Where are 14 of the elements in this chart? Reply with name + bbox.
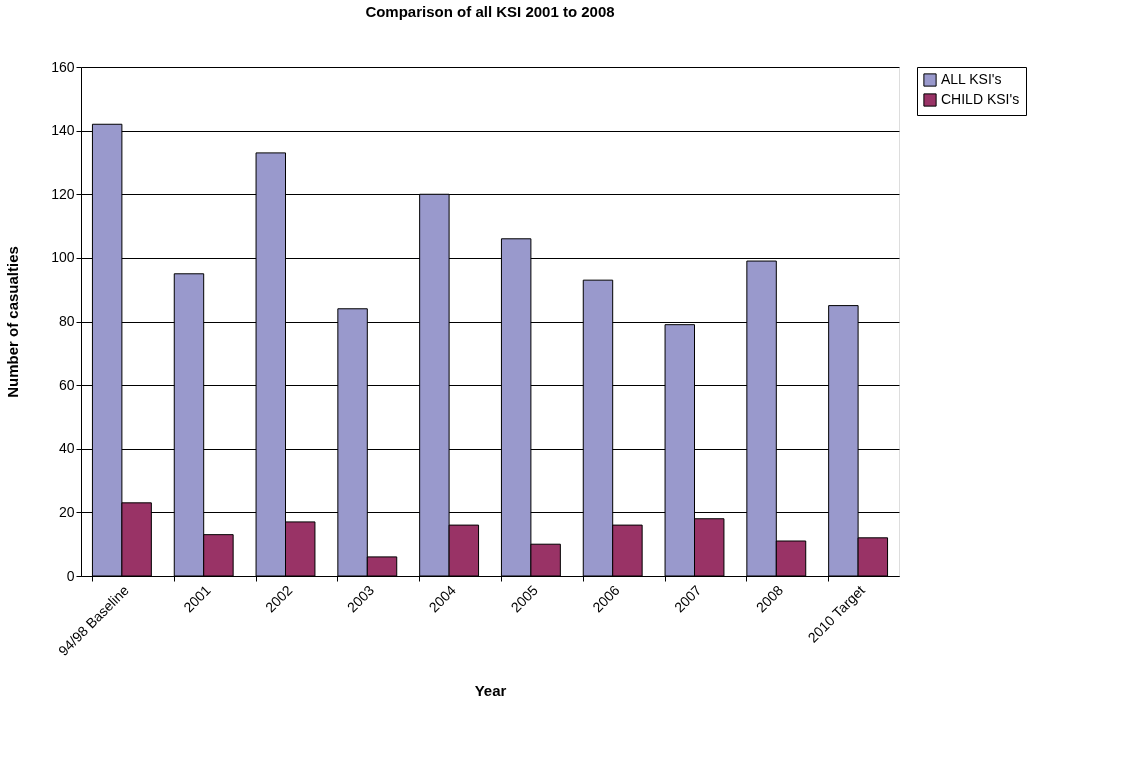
y-tick-label: 80 — [58, 313, 75, 329]
legend-label: CHILD KSI's — [941, 91, 1020, 107]
y-tick-label: 20 — [58, 503, 75, 520]
y-tick-label: 100 — [51, 249, 75, 266]
y-tick-label: 140 — [51, 122, 75, 139]
y-tick-label: 120 — [51, 185, 75, 202]
x-axis-title: Year — [474, 681, 507, 699]
y-tick-label: 160 — [51, 58, 75, 75]
y-axis-title: Number of casualties — [4, 246, 22, 398]
y-tick-label: 40 — [58, 440, 75, 457]
y-tick-label: 0 — [66, 567, 75, 584]
legend-label: ALL KSI's — [941, 71, 1002, 87]
y-tick-label: 60 — [58, 376, 75, 393]
chart-title: Comparison of all KSI 2001 to 2008 — [365, 3, 615, 20]
